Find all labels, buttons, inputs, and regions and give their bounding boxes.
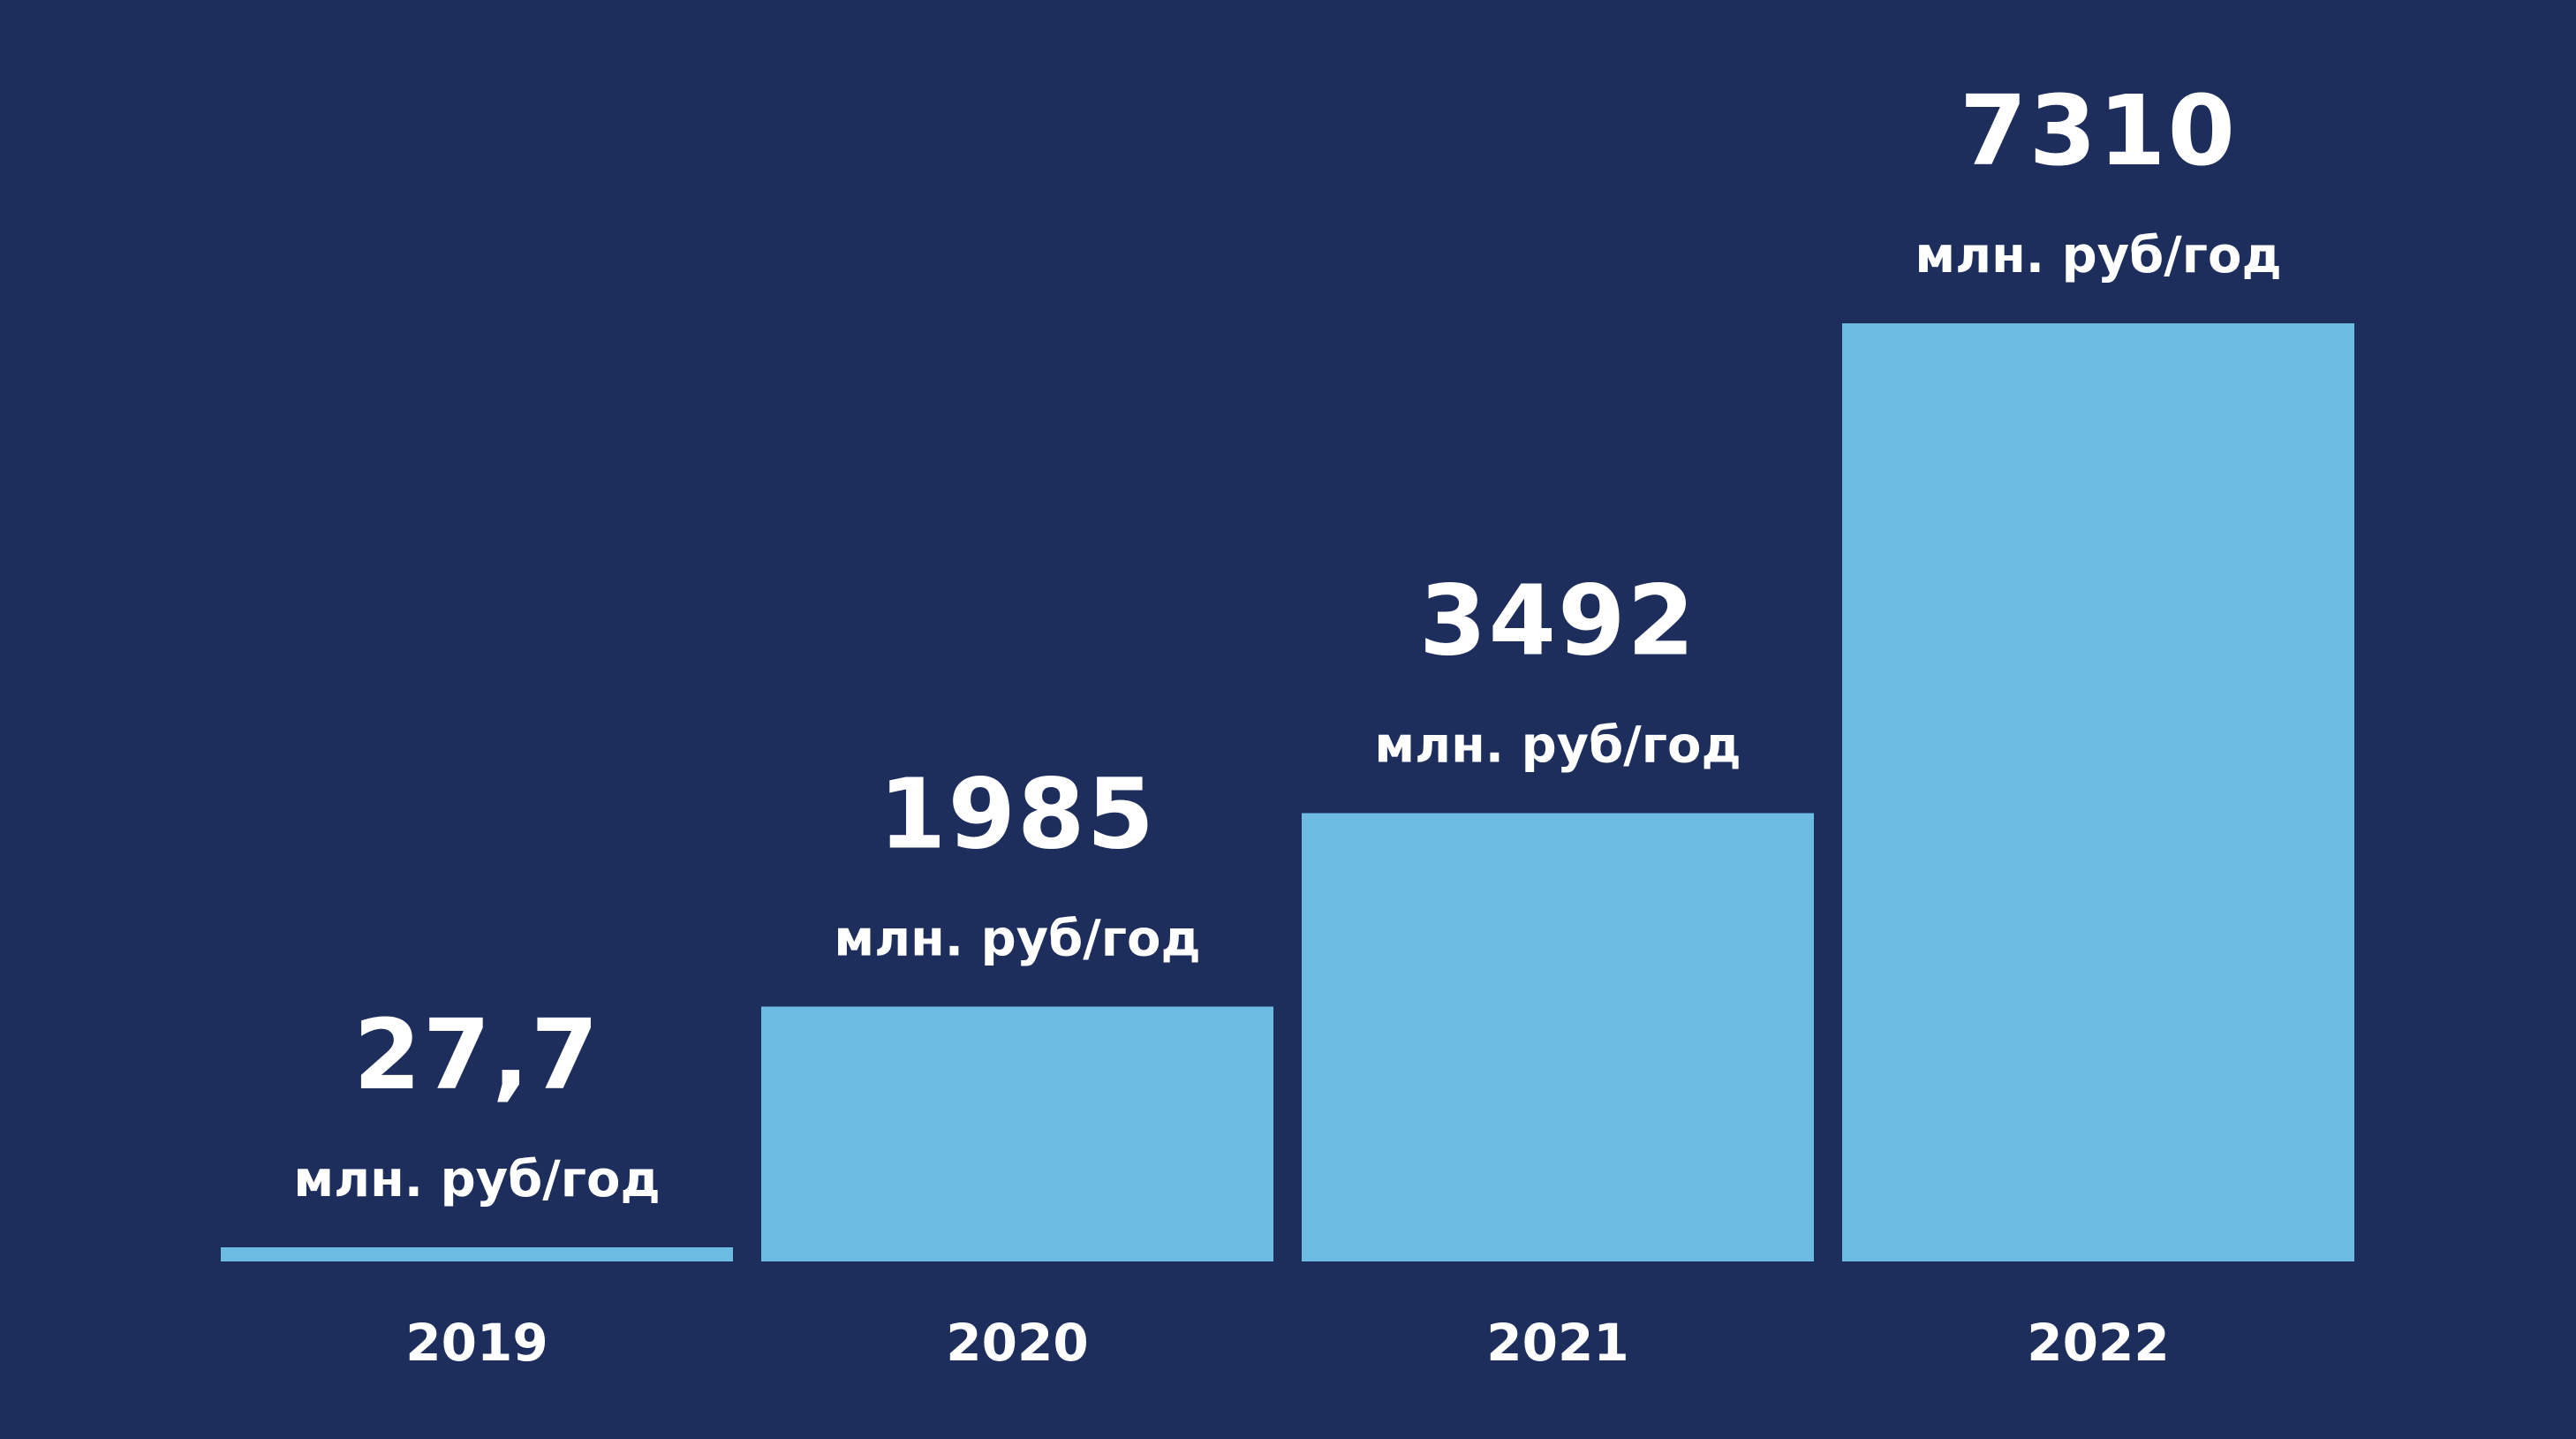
unit-label-2022: млн. руб/год xyxy=(1915,227,2281,284)
bar-2019 xyxy=(221,1247,733,1261)
value-label-2021: 3492 xyxy=(1419,564,1696,678)
category-label-2022: 2022 xyxy=(2027,1313,2169,1373)
bars-group xyxy=(221,323,2354,1261)
value-label-2020: 1985 xyxy=(879,758,1156,871)
bar-2020 xyxy=(761,1006,1273,1261)
category-label-2019: 2019 xyxy=(405,1313,548,1373)
labels-group: млн. руб/год 27,7 2019 млн. руб/год 1985 2020… xyxy=(293,74,2281,1373)
bar-2022 xyxy=(1842,323,2354,1261)
value-label-2022: 7310 xyxy=(1960,74,2237,187)
category-label-2020: 2020 xyxy=(946,1313,1088,1373)
unit-label-2021: млн. руб/год xyxy=(1374,717,1741,775)
value-label-2019: 27,7 xyxy=(353,998,600,1111)
unit-label-2019: млн. руб/год xyxy=(293,1151,660,1208)
unit-label-2020: млн. руб/год xyxy=(834,911,1200,968)
category-label-2021: 2021 xyxy=(1486,1313,1628,1373)
bar-2021 xyxy=(1302,813,1814,1261)
